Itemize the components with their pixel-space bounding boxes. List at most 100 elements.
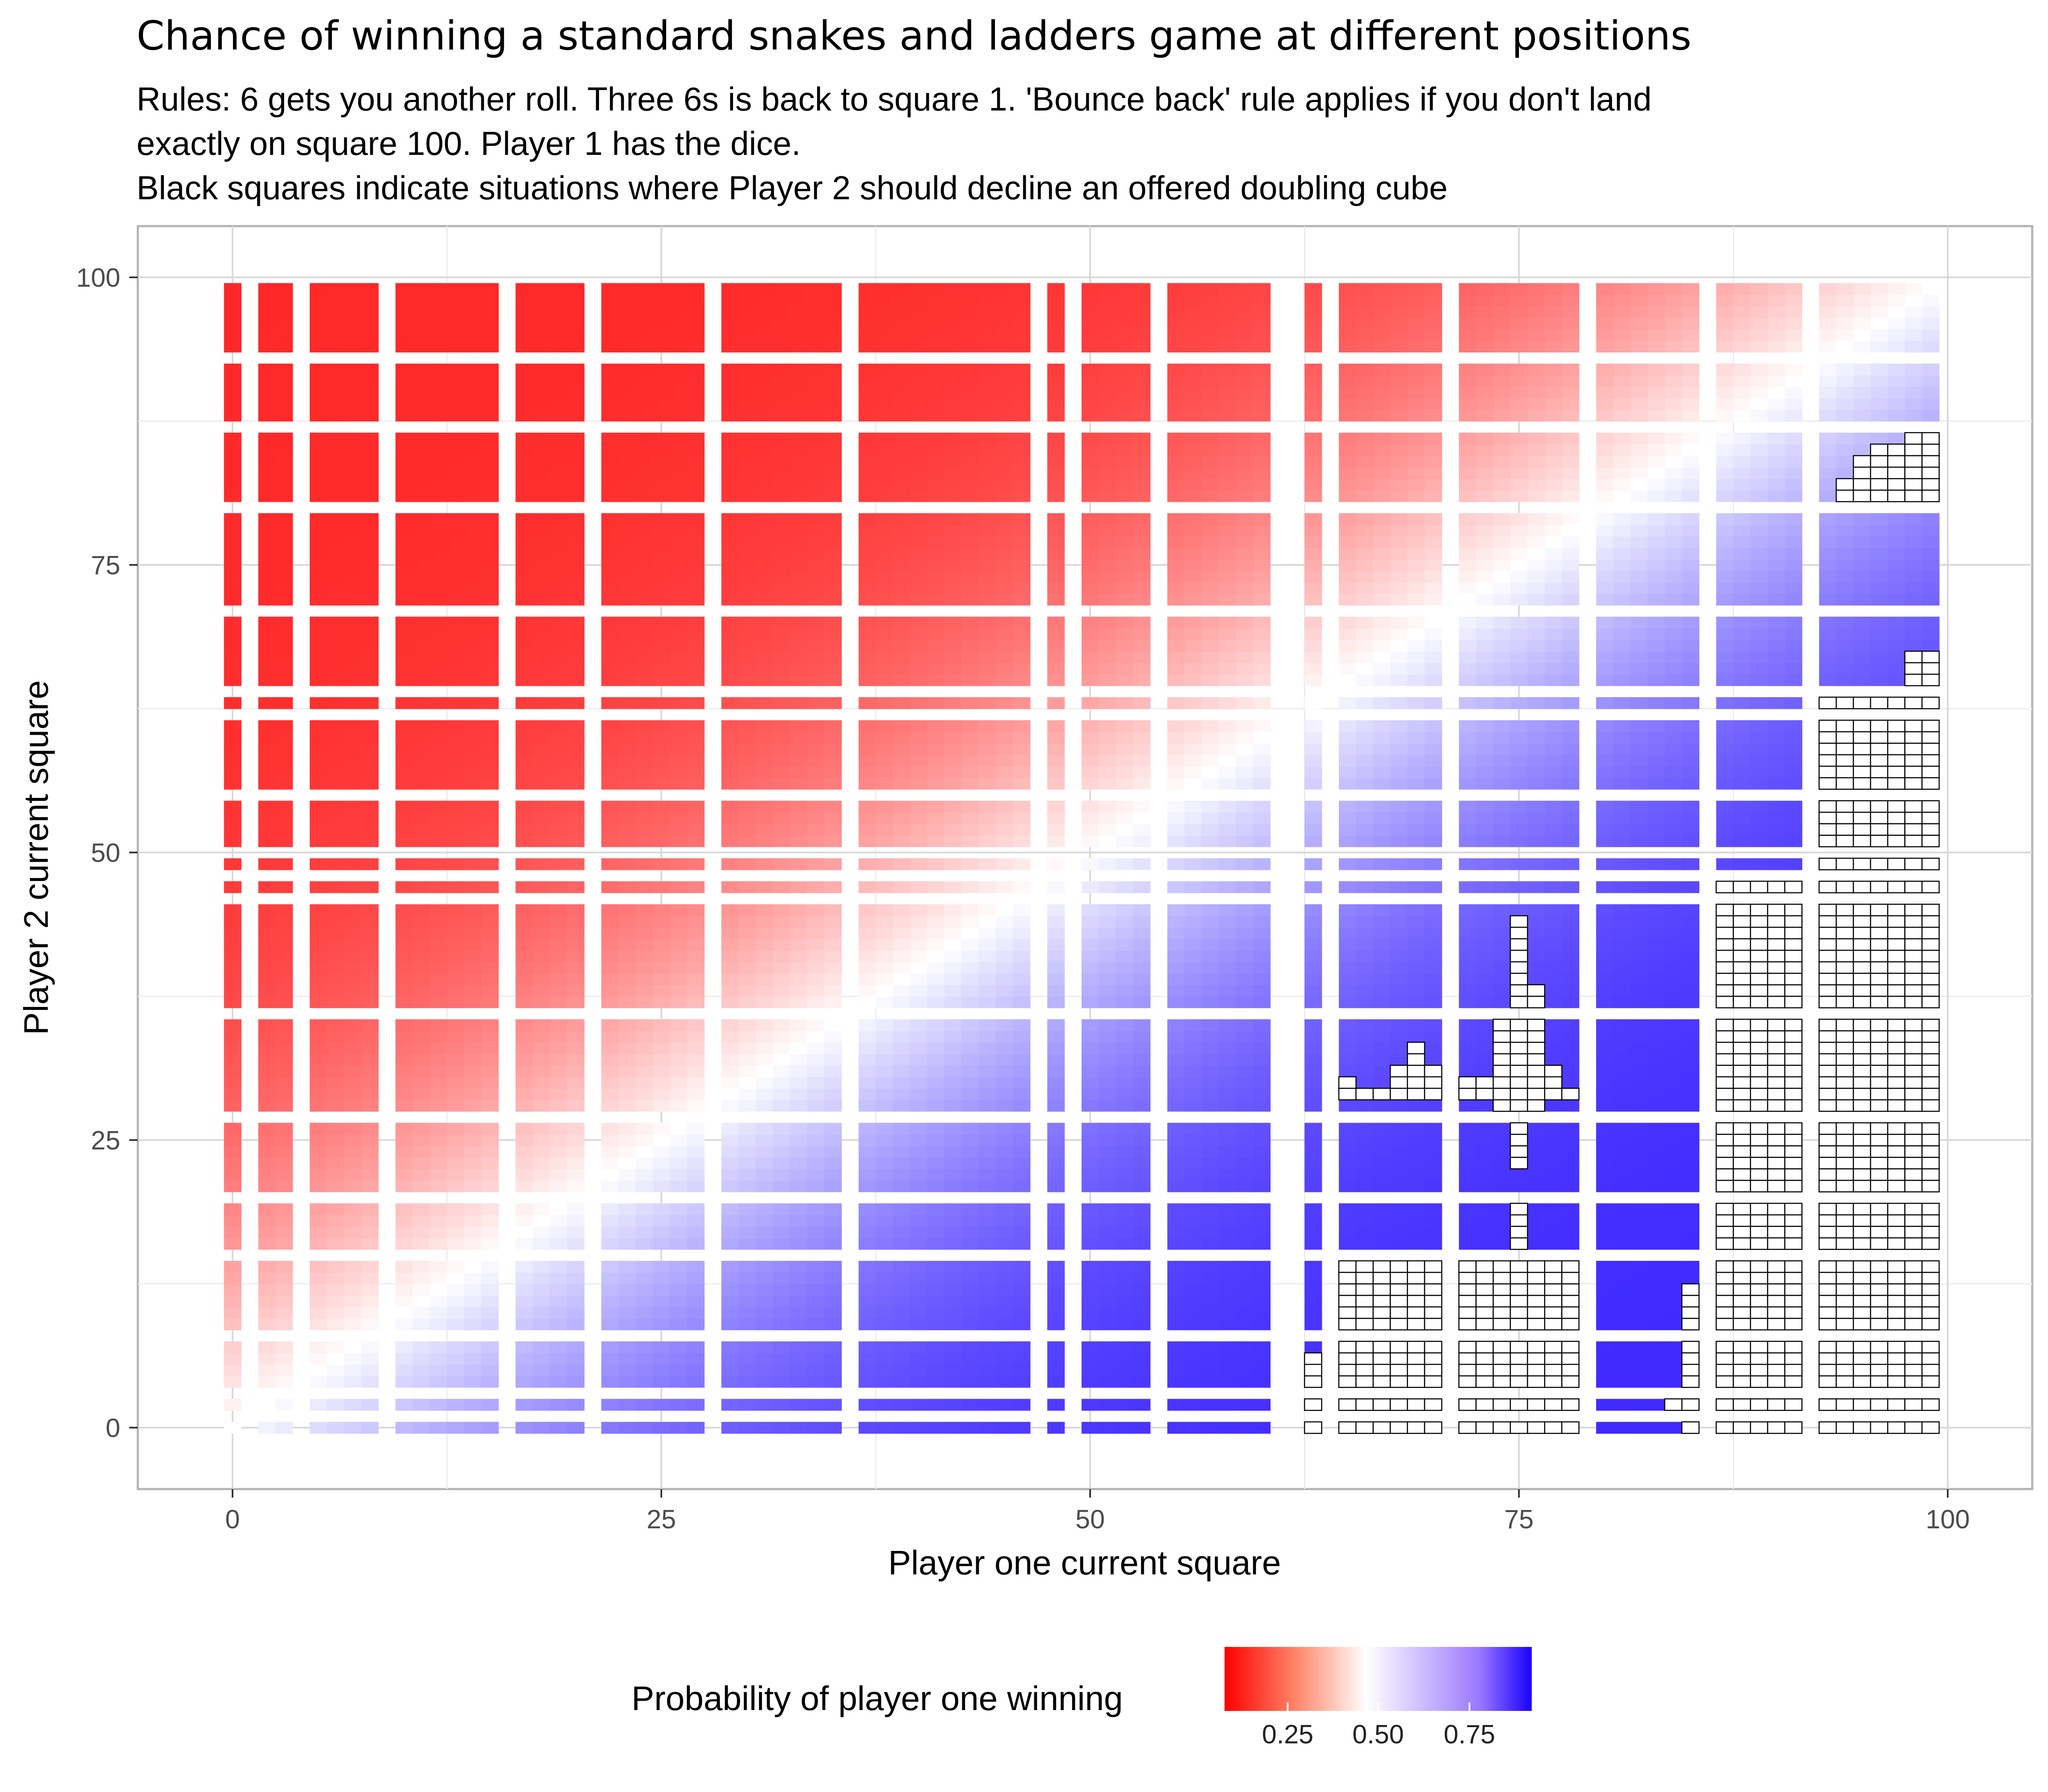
heatmap-tile xyxy=(447,410,465,422)
heatmap-tile xyxy=(1390,1238,1408,1250)
heatmap-tile xyxy=(910,1284,928,1296)
heatmap-tile xyxy=(978,1134,996,1146)
heatmap-tile xyxy=(1338,674,1356,686)
heatmap-tile xyxy=(481,812,499,824)
heatmap-tile xyxy=(258,939,276,951)
heatmap-tile xyxy=(635,582,653,594)
heatmap-tile xyxy=(567,766,585,778)
heatmap-tile xyxy=(481,398,499,410)
heatmap-tile xyxy=(1476,800,1494,813)
heatmap-tile xyxy=(721,881,739,893)
heatmap-tile xyxy=(309,628,327,640)
heatmap-tile xyxy=(481,364,499,375)
heatmap-tile xyxy=(1133,904,1151,916)
heatmap-tile xyxy=(224,1399,241,1411)
heatmap-tile xyxy=(1373,973,1391,985)
heatmap-tile xyxy=(1236,985,1254,997)
heatmap-tile xyxy=(738,697,756,709)
heatmap-tile xyxy=(910,1180,928,1193)
heatmap-tile xyxy=(721,812,739,824)
heatmap-tile xyxy=(927,1364,945,1376)
heatmap-tile xyxy=(430,375,448,387)
heatmap-tile xyxy=(1099,1076,1117,1089)
heatmap-tile xyxy=(773,939,791,951)
heatmap-tile xyxy=(790,524,808,537)
heatmap-tile xyxy=(635,651,653,663)
heatmap-tile xyxy=(824,674,842,686)
heatmap-tile xyxy=(961,536,979,548)
heatmap-tile xyxy=(652,536,670,548)
heatmap-tile xyxy=(1116,973,1134,985)
heatmap-tile xyxy=(944,375,962,387)
heatmap-tile xyxy=(395,410,413,422)
heatmap-tile xyxy=(1099,559,1117,571)
heatmap-tile xyxy=(309,1353,327,1365)
heatmap-tile xyxy=(1133,1065,1151,1077)
heatmap-tile xyxy=(481,1180,499,1193)
heatmap-tile xyxy=(978,375,996,387)
heatmap-tile xyxy=(738,1272,756,1284)
heatmap-tile xyxy=(1236,766,1254,778)
heatmap-tile xyxy=(1459,800,1477,813)
heatmap-tile xyxy=(550,478,567,491)
heatmap-tile xyxy=(1236,559,1254,571)
heatmap-tile xyxy=(618,720,636,732)
heatmap-tile xyxy=(910,1019,928,1031)
heatmap-tile xyxy=(464,800,482,813)
heatmap-tile xyxy=(652,294,670,307)
heatmap-tile xyxy=(430,582,448,594)
heatmap-tile xyxy=(413,364,431,375)
heatmap-tile xyxy=(1013,1065,1031,1077)
heatmap-tile xyxy=(1373,916,1391,928)
heatmap-tile xyxy=(1459,478,1477,491)
heatmap-tile xyxy=(1476,743,1494,755)
heatmap-tile xyxy=(413,559,431,571)
heatmap-tile xyxy=(652,524,670,537)
heatmap-tile xyxy=(807,1123,825,1135)
heatmap-tile xyxy=(1013,904,1031,916)
heatmap-tile xyxy=(995,731,1013,744)
heatmap-tile xyxy=(1013,306,1031,318)
heatmap-tile xyxy=(258,663,276,675)
heatmap-tile xyxy=(413,375,431,387)
heatmap-tile xyxy=(532,1376,550,1388)
heatmap-tile xyxy=(635,1076,653,1089)
heatmap-tile xyxy=(1167,962,1185,974)
heatmap-tile xyxy=(978,651,996,663)
heatmap-tile xyxy=(464,1422,482,1434)
heatmap-tile xyxy=(550,1272,567,1284)
heatmap-tile xyxy=(927,881,945,893)
heatmap-tile xyxy=(1201,375,1219,387)
heatmap-tile xyxy=(927,1157,945,1169)
heatmap-tile xyxy=(1253,1226,1271,1238)
heatmap-tile xyxy=(1167,617,1185,629)
heatmap-tile xyxy=(258,754,276,767)
heatmap-tile xyxy=(361,674,379,686)
heatmap-tile xyxy=(876,444,893,456)
heatmap-tile xyxy=(1167,570,1185,583)
heatmap-tile xyxy=(721,777,739,790)
heatmap-tile xyxy=(1407,444,1425,456)
heatmap-tile xyxy=(738,1053,756,1066)
heatmap-tile xyxy=(361,536,379,548)
heatmap-tile xyxy=(1459,674,1477,686)
heatmap-tile xyxy=(961,1215,979,1227)
heatmap-tile xyxy=(978,306,996,318)
heatmap-tile xyxy=(978,524,996,537)
heatmap-tile xyxy=(738,916,756,928)
heatmap-tile xyxy=(910,674,928,686)
heatmap-tile xyxy=(1167,1353,1185,1365)
heatmap-tile xyxy=(1013,663,1031,675)
heatmap-tile xyxy=(927,1180,945,1193)
heatmap-tile xyxy=(1338,1030,1356,1043)
heatmap-tile xyxy=(1184,559,1202,571)
heatmap-tile xyxy=(601,1399,619,1411)
heatmap-tile xyxy=(670,444,688,456)
heatmap-tile xyxy=(309,1261,327,1273)
heatmap-tile xyxy=(224,1042,241,1054)
heatmap-tile xyxy=(464,1123,482,1135)
heatmap-tile xyxy=(1184,387,1202,399)
heatmap-tile xyxy=(224,927,241,939)
heatmap-tile xyxy=(275,536,293,548)
heatmap-tile xyxy=(1407,329,1425,341)
